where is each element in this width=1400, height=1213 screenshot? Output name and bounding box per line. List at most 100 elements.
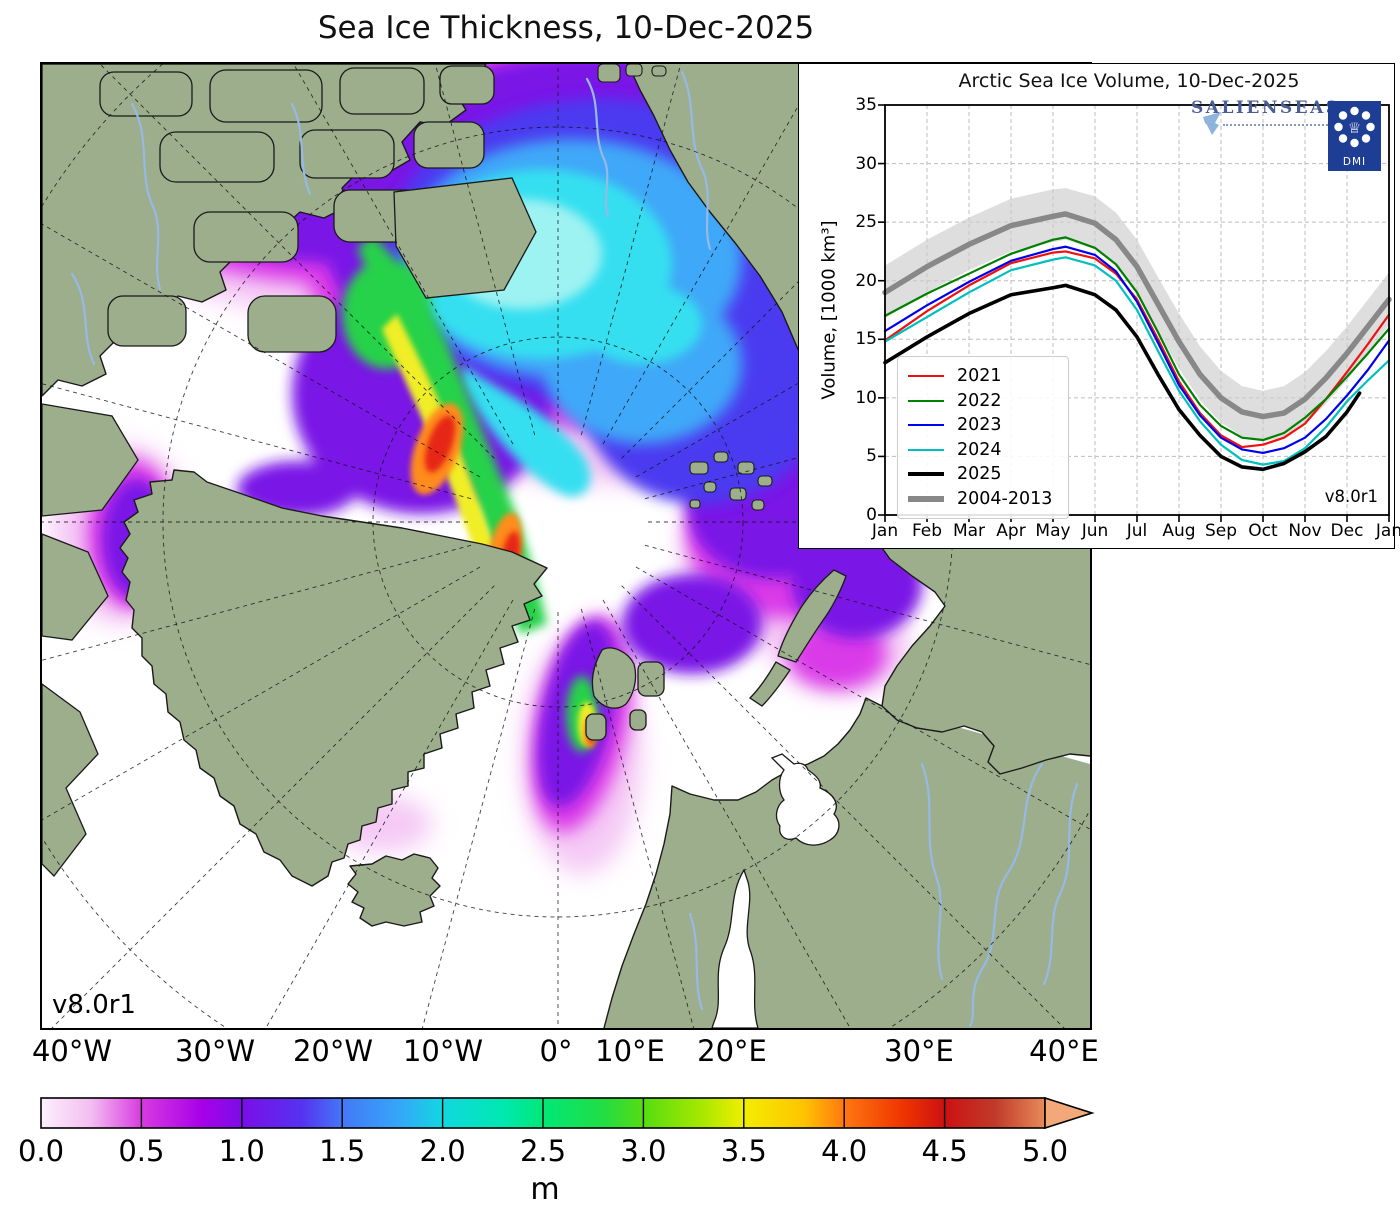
- svg-text:♕: ♕: [1348, 119, 1361, 137]
- x-tick-label: Oct: [1248, 521, 1278, 541]
- gulf-of-bothnia: [711, 868, 759, 1028]
- salienseas-watermark: SALIENSEAS: [1191, 98, 1341, 118]
- legend-entry-2025: 2025: [908, 462, 1052, 487]
- map-xtick-label: 0°: [539, 1034, 573, 1068]
- colorbar-tick-label: 5.0: [1021, 1134, 1069, 1168]
- x-tick-label: Feb: [911, 521, 943, 541]
- sea-ice-volume-inset: Arctic Sea Ice Volume, 10-Dec-2025 Volum…: [798, 63, 1400, 549]
- land-novaya-zemlya: [748, 569, 847, 707]
- chart-legend: 2021 2022 2023 2024 2025 2004-2013: [897, 356, 1070, 519]
- y-tick-label: 10: [855, 387, 877, 408]
- volume-chart-canvas: [878, 104, 1392, 522]
- salienseas-tagline-dots: [1223, 124, 1335, 126]
- colorbar-tick-label: 2.5: [519, 1134, 567, 1168]
- sea-ice-thickness-map: [40, 62, 1092, 1030]
- dmi-logo: ♕: [1328, 101, 1381, 171]
- page-title: Sea Ice Thickness, 10-Dec-2025: [317, 10, 815, 46]
- coastline-siberia: [627, 64, 1090, 775]
- y-tick-label: 30: [855, 153, 877, 174]
- series-2025: [883, 283, 1362, 472]
- salienseas-iceberg-icon: [1203, 112, 1221, 135]
- legend-label: 2024: [957, 439, 1002, 460]
- y-tick-label: 25: [855, 212, 877, 233]
- colorbar-tick-label: 4.0: [821, 1134, 868, 1168]
- colorbar-tick-label: 3.0: [620, 1134, 667, 1168]
- land-franz-josef: [689, 451, 773, 511]
- x-tick-label: Nov: [1288, 521, 1322, 541]
- colorbar-unit-label: m: [530, 1172, 560, 1207]
- thickness-colorbar: [40, 1096, 1095, 1130]
- land-arctic-archipelago: [42, 65, 537, 877]
- land-severnaya-zemlya: [597, 64, 667, 83]
- y-tick-label: 20: [855, 270, 877, 291]
- map-xtick-label: 20°W: [292, 1034, 374, 1068]
- x-tick-label: Mar: [952, 521, 986, 541]
- legend-entry-2021: 2021: [908, 364, 1052, 389]
- legend-entry-2022: 2022: [908, 389, 1052, 414]
- y-tick-label: 5: [866, 446, 877, 467]
- x-tick-label: Apr: [996, 521, 1026, 541]
- x-tick-label: Jan: [1375, 521, 1400, 541]
- x-tick-label: Sep: [1204, 521, 1238, 541]
- map-xtick-label: 10°E: [595, 1034, 665, 1068]
- climatology-band: [885, 188, 1389, 442]
- legend-line-sample: [908, 496, 944, 502]
- inset-version-label: v8.0r1: [1324, 487, 1378, 506]
- y-tick-label: 0: [866, 505, 877, 525]
- inset-chart-title: Arctic Sea Ice Volume, 10-Dec-2025: [958, 70, 1300, 92]
- map-xtick-label: 10°W: [402, 1034, 484, 1068]
- y-tick-label: 35: [855, 95, 877, 115]
- x-tick-label: Dec: [1330, 521, 1364, 541]
- series-2023: [883, 245, 1391, 455]
- series-2022: [883, 236, 1391, 442]
- map-xtick-label: 40°W: [31, 1034, 113, 1068]
- white-sea: [770, 753, 840, 846]
- colorbar-ticks: [140, 1098, 946, 1128]
- legend-line-sample: [908, 448, 944, 451]
- legend-label: 2004-2013: [957, 488, 1053, 509]
- legend-entry-2024: 2024: [908, 438, 1052, 463]
- x-tick-label: May: [1035, 521, 1071, 541]
- rivers: [70, 70, 1079, 1028]
- x-tick-label: Jul: [1126, 521, 1148, 541]
- legend-label: 2021: [957, 366, 1002, 387]
- map-canvas: [42, 64, 1090, 1028]
- x-tick-label: Jun: [1081, 521, 1109, 541]
- legend-label: 2023: [957, 415, 1002, 436]
- y-axis-label: Volume, [1000 km³]: [818, 220, 840, 400]
- legend-line-sample: [908, 375, 944, 378]
- legend-entry-2023: 2023: [908, 413, 1052, 438]
- land-iceland: [347, 853, 441, 927]
- colorbar-tick-label: 3.5: [720, 1134, 767, 1168]
- series-2021: [883, 250, 1391, 449]
- map-version-label: v8.0r1: [52, 990, 136, 1020]
- colorbar-tick-label: 0.5: [118, 1134, 165, 1168]
- dmi-crown-icon: ♕: [1334, 106, 1375, 148]
- colorbar-tick-label: 4.5: [921, 1134, 968, 1168]
- x-tick-label: Jan: [871, 521, 899, 541]
- legend-label: 2025: [957, 464, 1002, 485]
- colorbar-tick-label: 0.0: [17, 1134, 65, 1168]
- x-tick-label: Aug: [1162, 521, 1196, 541]
- colorbar-tick-label: 1.5: [319, 1134, 366, 1168]
- legend-label: 2022: [957, 390, 1002, 411]
- coastline-barents: [603, 697, 883, 1028]
- map-xtick-label: 20°E: [697, 1034, 767, 1068]
- land-greenland: [119, 469, 548, 887]
- map-xtick-label: 30°E: [884, 1034, 954, 1068]
- legend-line-sample: [908, 399, 944, 402]
- map-xtick-label: 40°E: [1029, 1034, 1099, 1068]
- map-xtick-label: 30°W: [174, 1034, 256, 1068]
- colorbar-tick-label: 2.0: [419, 1134, 466, 1168]
- legend-line-sample: [908, 472, 944, 477]
- y-tick-label: 15: [855, 329, 877, 350]
- colorbar-arrow: [1044, 1096, 1095, 1130]
- land-svalbard: [585, 647, 665, 741]
- dmi-logo-text: DMI: [1342, 156, 1367, 168]
- legend-entry-2004-2013: 2004-2013: [908, 487, 1052, 512]
- legend-line-sample: [908, 424, 944, 427]
- series-2004-2013: [882, 211, 1392, 420]
- series-2024: [883, 256, 1391, 466]
- colorbar-tick-label: 1.0: [218, 1134, 265, 1168]
